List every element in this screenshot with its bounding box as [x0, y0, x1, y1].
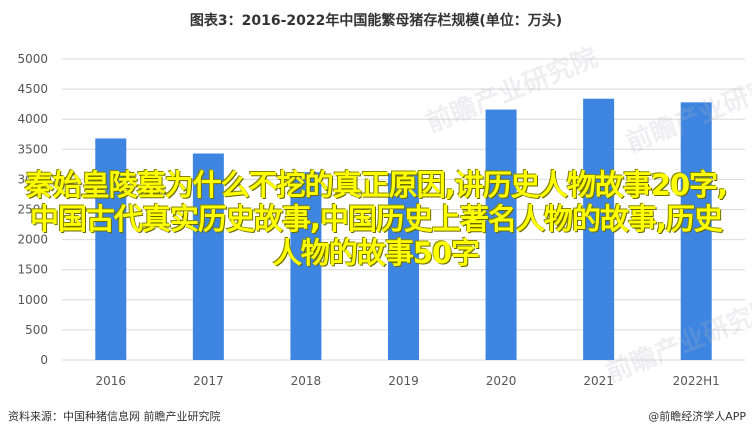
- y-tick-label: 0: [40, 353, 48, 367]
- y-tick-label: 3500: [17, 142, 48, 156]
- x-tick-label: 2019: [388, 374, 419, 388]
- bar-2018: [290, 172, 322, 360]
- y-tick-label: 2000: [17, 233, 48, 247]
- bar-2019: [388, 173, 419, 360]
- chart-title: 图表3：2016-2022年中国能繁母猪存栏规模(单位：万头): [189, 13, 563, 29]
- x-tick-label: 2018: [291, 374, 322, 388]
- overlay-headline: 秦始皇陵墓为什么不挖的真正原因,讲历史人物故事20字,中国古代真实历史故事,中国…: [24, 168, 728, 270]
- y-tick-label: 4000: [17, 112, 48, 126]
- bar-2022H1: [680, 102, 712, 361]
- y-tick-label: 3000: [17, 172, 48, 186]
- x-tick-label: 2016: [96, 374, 127, 388]
- y-tick-label: 1000: [17, 293, 48, 307]
- x-axis-ticks: 2016 2017 2018 2019 2020 2021 2022H1: [96, 374, 720, 388]
- x-tick-label: 2022H1: [673, 374, 720, 388]
- y-tick-label: 5000: [17, 52, 48, 66]
- x-tick-label: 2021: [583, 374, 614, 388]
- footer-brand: @前瞻经济学人APP: [648, 410, 746, 423]
- y-axis-ticks: 0 500 1000 1500 2000 2500 3000 3500 4000 4500 5000: [17, 52, 48, 367]
- bar-2017: [192, 153, 224, 360]
- bars: [95, 98, 712, 361]
- y-tick-label: 500: [25, 323, 48, 337]
- x-tick-label: 2017: [193, 374, 224, 388]
- y-tick-label: 4500: [17, 82, 48, 96]
- bar-2021: [583, 98, 615, 361]
- bar-2016: [95, 138, 127, 360]
- footer-source: 资料来源：中国种猪信息网 前瞻产业研究院: [8, 410, 221, 423]
- x-tick-label: 2020: [486, 374, 517, 388]
- bar-2020: [485, 109, 517, 361]
- y-tick-label: 2500: [17, 203, 48, 217]
- y-tick-label: 1500: [17, 263, 48, 277]
